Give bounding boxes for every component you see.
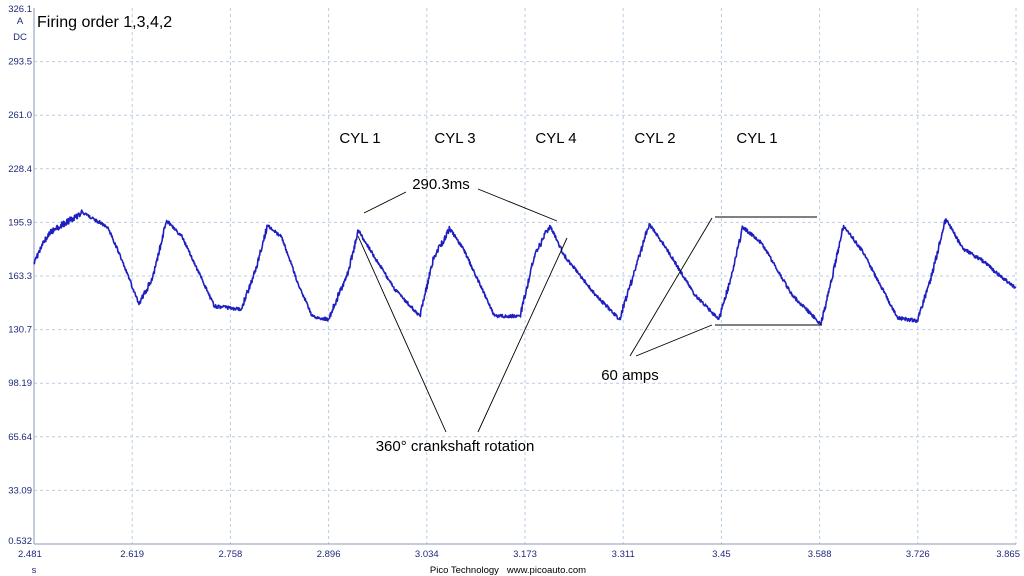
cyl-label-4: CYL 2 (634, 130, 675, 147)
cyl-label-3: CYL 4 (535, 130, 576, 147)
rotation-label: 360° crankshaft rotation (376, 438, 535, 455)
rotation-pointer-1 (357, 235, 447, 433)
x-tick-label: 3.173 (513, 549, 537, 560)
cyl-label-1: CYL 1 (339, 130, 380, 147)
y-tick-label: 98.19 (8, 378, 32, 389)
cyl-label-5: CYL 1 (736, 130, 777, 147)
y-tick-label: 326.1 (8, 4, 32, 15)
x-unit-label: s (32, 565, 37, 576)
y-tick-label: 163.3 (8, 271, 32, 282)
y-axis-ticks: 326.1 293.5 261.0 228.4 195.9 163.3 130.7 98.19… (8, 4, 32, 547)
cyl-label-2: CYL 3 (434, 130, 475, 147)
x-tick-label: 3.588 (808, 549, 832, 560)
y-tick-label: 293.5 (8, 57, 32, 68)
x-tick-label: 2.758 (219, 549, 243, 560)
chart-title: Firing order 1,3,4,2 (37, 14, 172, 31)
x-tick-label: 2.619 (120, 549, 144, 560)
x-tick-label: 2.896 (317, 549, 341, 560)
y-tick-label: 33.09 (8, 485, 32, 496)
amplitude-label: 60 amps (601, 367, 659, 384)
y-tick-label: 130.7 (8, 325, 32, 336)
rotation-pointer-2 (477, 237, 568, 433)
y-tick-label: 0.532 (8, 536, 32, 547)
series-line (33, 209, 1017, 326)
y-unit-label: A (17, 16, 24, 27)
amplitude-pointer-up (629, 217, 713, 357)
x-tick-label: 2.481 (18, 549, 42, 560)
y-tick-label: 195.9 (8, 217, 32, 228)
amplitude-pointer-down (635, 324, 713, 357)
footer-credit: Pico Technology www.picoauto.com (430, 565, 586, 576)
x-tick-label: 3.865 (996, 549, 1020, 560)
period-pointer-right (477, 188, 558, 222)
grid (34, 8, 1017, 544)
y-tick-label: 228.4 (8, 164, 32, 175)
y-tick-label: 261.0 (8, 110, 32, 121)
y-coupling-label: DC (13, 32, 27, 43)
x-tick-label: 3.45 (712, 549, 731, 560)
x-tick-label: 3.034 (415, 549, 439, 560)
x-tick-label: 3.726 (906, 549, 930, 560)
x-tick-label: 3.311 (612, 549, 635, 560)
x-axis-ticks: 2.481 2.619 2.758 2.896 3.034 3.173 3.311 3.45 3… (18, 549, 1020, 560)
period-label: 290.3ms (412, 176, 470, 193)
series-layer (33, 209, 1017, 326)
annotations: CYL 1 CYL 3 CYL 4 CYL 2 CYL 1 290.3ms 36… (339, 130, 822, 455)
y-tick-label: 65.64 (8, 432, 32, 443)
period-pointer-left (363, 191, 407, 214)
